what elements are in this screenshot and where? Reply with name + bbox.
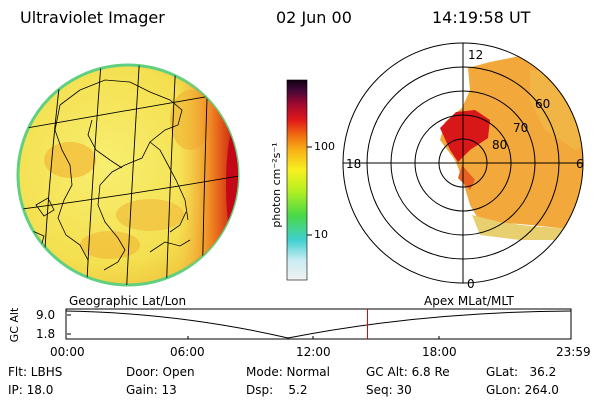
- colorbar-unit-label: photon cm⁻²s⁻¹: [270, 142, 283, 228]
- timeline-tick-0000: 00:00: [50, 345, 85, 359]
- apex-caption: Apex MLat/MLT: [424, 294, 514, 308]
- door-status: Door: Open: [126, 365, 195, 379]
- timeline-tick-2359: 23:59: [556, 345, 591, 359]
- instrument-title: Ultraviolet Imager: [20, 8, 165, 27]
- date-label: 02 Jun 00: [276, 8, 352, 27]
- timeline-tick-1200: 12:00: [296, 345, 331, 359]
- sequence-status: Seq: 30: [366, 383, 412, 397]
- colorbar-tick-10: 10: [314, 228, 328, 241]
- timeline-tick-0600: 06:00: [170, 345, 205, 359]
- geographic-caption: Geographic Lat/Lon: [69, 294, 187, 308]
- timeline-ylabel: GC Alt: [8, 307, 21, 343]
- mlt-label-6: 6: [576, 157, 584, 171]
- gain-status: Gain: 13: [126, 383, 177, 397]
- gc-altitude-status: GC Alt: 6.8 Re: [366, 365, 450, 379]
- mlt-label-12: 12: [468, 48, 484, 62]
- mlt-label-0: 0: [467, 277, 475, 291]
- mlt-label-18: 18: [346, 157, 362, 171]
- timeline-tick-1800: 18:00: [422, 345, 457, 359]
- time-label: 14:19:58 UT: [432, 8, 531, 27]
- ip-status: IP: 18.0: [8, 383, 54, 397]
- geo-longitude-status: GLon: 264.0: [486, 383, 559, 397]
- gc-altitude-timeline: [65, 308, 572, 340]
- dsp-status: Dsp: 5.2: [246, 383, 308, 397]
- colorbar-tick-100: 100: [314, 140, 335, 153]
- mlat-label-80: 80: [492, 138, 508, 152]
- intensity-colorbar: [286, 79, 312, 281]
- filter-status: Flt: LBHS: [8, 365, 63, 379]
- earth-globe-image: [16, 63, 240, 287]
- polar-mlat-mlt-plot: [342, 42, 584, 284]
- mlat-label-70: 70: [513, 121, 529, 135]
- mode-status: Mode: Normal: [246, 365, 330, 379]
- timeline-ymin: 1.8: [36, 327, 56, 341]
- geo-latitude-status: GLat: 36.2: [486, 365, 557, 379]
- timeline-ymax: 9.0: [36, 308, 56, 322]
- mlat-label-60: 60: [535, 97, 551, 111]
